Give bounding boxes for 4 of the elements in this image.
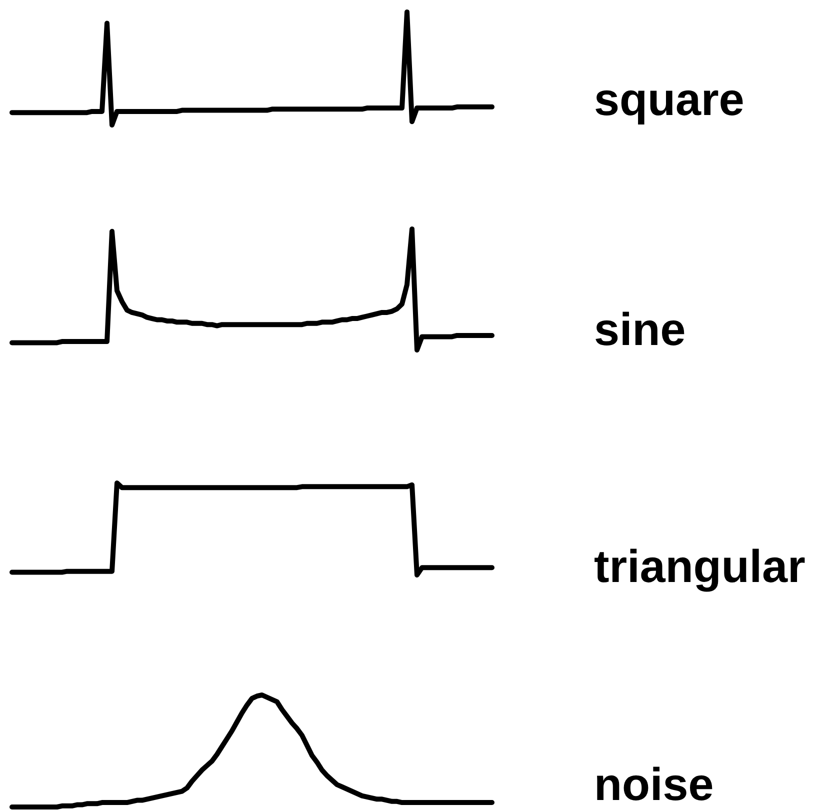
text: triangular [594, 548, 805, 592]
text: sine [596, 312, 684, 346]
text: noise [597, 766, 712, 800]
text: square [596, 90, 743, 125]
